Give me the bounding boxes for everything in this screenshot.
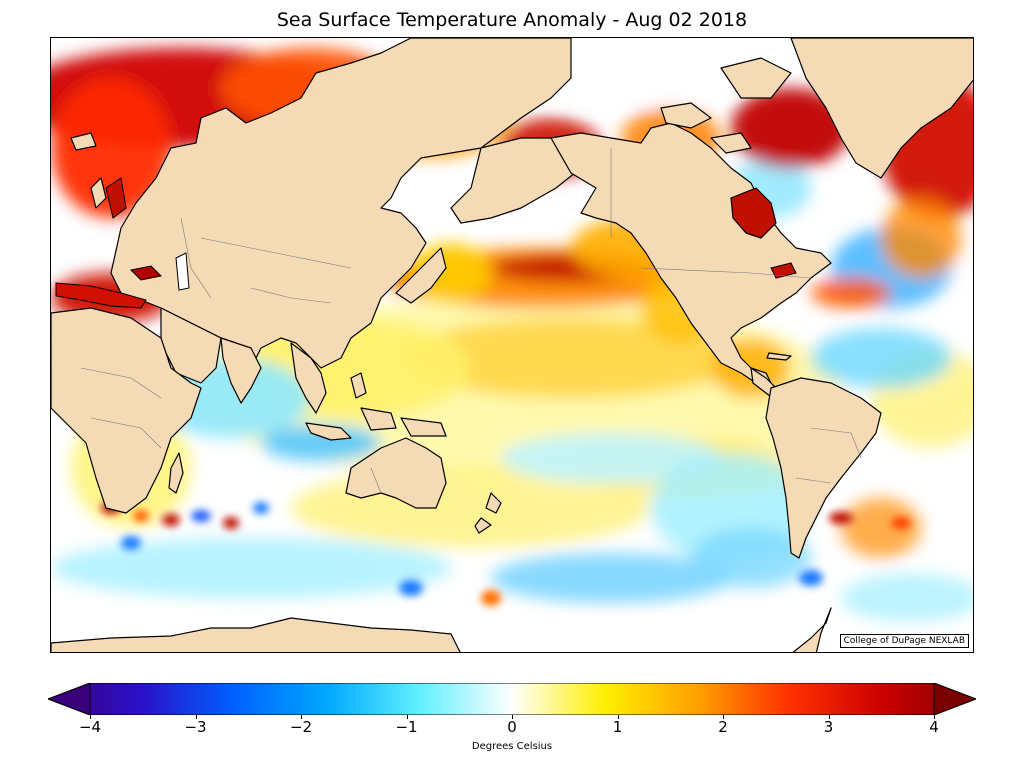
colorbar-tick-label: 2 (718, 718, 728, 736)
colorbar-label: Degrees Celsius (471, 741, 553, 752)
colorbar-tick-mark (90, 715, 91, 719)
baltic-sea (105, 177, 127, 219)
credit-label: College of DuPage NEXLAB (839, 634, 969, 648)
australia-landmass (345, 437, 447, 509)
colorbar-bar (46, 682, 978, 716)
mediterranean-sea (55, 282, 147, 309)
iceland-island (70, 132, 97, 151)
inland-seas (55, 177, 797, 309)
hudson-bay (730, 187, 777, 239)
colorbar-tick-label: −2 (289, 718, 313, 736)
colorbar-tick-label: 3 (823, 718, 834, 736)
colorbar-tick-mark (617, 715, 619, 719)
sst-anomaly-map: College of DuPage NEXLAB (50, 37, 974, 653)
map-title: Sea Surface Temperature Anomaly - Aug 02… (276, 9, 748, 31)
japan-island (395, 247, 447, 304)
land-masses (51, 38, 973, 652)
colorbar-tick-label: −1 (395, 718, 418, 736)
madagascar-island (168, 452, 184, 494)
british-isles (90, 177, 107, 209)
indonesia-islands (305, 407, 447, 441)
africa-landmass (51, 307, 202, 514)
north-america-landmass (550, 122, 832, 384)
colorbar-tick-mark (828, 715, 830, 719)
colorbar (46, 682, 978, 716)
ne-asia-landmass (450, 137, 582, 224)
colorbar-tick-label: 0 (507, 718, 517, 736)
india-landmass (220, 337, 262, 404)
colorbar-tick-mark (723, 715, 724, 719)
antarctica-landmass (51, 617, 461, 652)
colorbar-tick-label: −3 (184, 718, 207, 736)
canadian-arctic-islands (660, 57, 792, 154)
philippines-islands (350, 372, 367, 399)
se-asia-landmass (290, 342, 327, 414)
caspian-sea (175, 252, 190, 291)
colorbar-min-extend (46, 682, 91, 716)
colorbar-tick-label: 1 (612, 718, 623, 736)
colorbar-tick-mark (406, 715, 408, 719)
colorbar-max-extend (933, 682, 978, 716)
south-america-landmass (765, 377, 882, 559)
antarctic-peninsula (792, 607, 832, 652)
map-canvas (51, 38, 973, 652)
greenland-landmass (790, 38, 973, 179)
black-sea (129, 265, 163, 281)
colorbar-tick-mark (195, 715, 197, 719)
colorbar-tick-mark (512, 715, 513, 719)
country-borders (80, 148, 862, 494)
colorbar-tick-mark (301, 715, 302, 719)
caribbean-islands (766, 352, 792, 361)
colorbar-tick-label: 4 (929, 718, 939, 736)
new-zealand-islands (474, 492, 502, 534)
colorbar-tick-label: −4 (78, 718, 102, 736)
colorbar-tick-mark (934, 715, 935, 719)
